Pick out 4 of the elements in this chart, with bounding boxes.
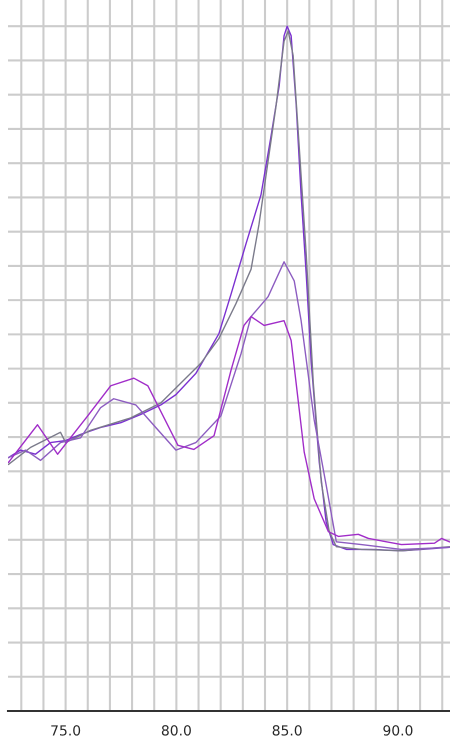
- x-tick-label: 90.0: [383, 725, 412, 736]
- x-tick-label: 75.0: [51, 725, 80, 736]
- x-tick-label: 80.0: [162, 725, 191, 736]
- x-tick-label: 85.0: [272, 725, 302, 736]
